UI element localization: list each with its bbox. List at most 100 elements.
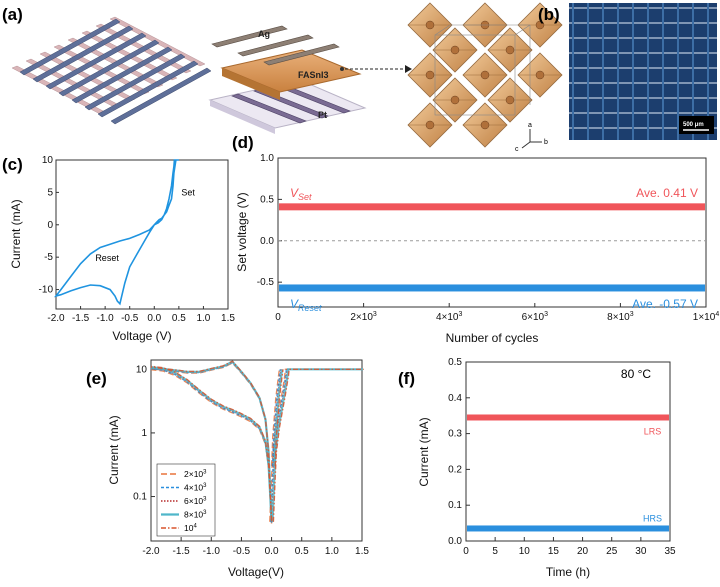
panel-label-c: (c) bbox=[2, 155, 23, 174]
chart-e-set-branch bbox=[270, 369, 281, 467]
chart-e-loop-positive bbox=[269, 368, 361, 522]
chart-e-legend-label: 104 bbox=[184, 523, 197, 533]
chart-f-xlabel: Time (h) bbox=[546, 565, 590, 579]
chart-d-xtick-label: 2×103 bbox=[350, 311, 377, 323]
chart-d-ytick-label: 1.0 bbox=[260, 153, 274, 164]
chart-c-xtick-label: -2.0 bbox=[47, 313, 65, 324]
chart-c-iv-curve: -2.0 -1.5 -1.0 -0.5 0.0 0.5 1.0 1.5 10 5 0 -5 -10 Se… bbox=[9, 155, 235, 343]
ag-electrode bbox=[237, 34, 314, 57]
chart-e-xtick-label: -1.5 bbox=[173, 546, 191, 557]
sn-atom bbox=[450, 95, 460, 105]
chart-c-ytick-label: -5 bbox=[44, 252, 53, 263]
svg-text:c: c bbox=[515, 146, 519, 153]
chart-e-xtick-label: 1.5 bbox=[355, 546, 369, 557]
chart-e-set-branch bbox=[273, 369, 284, 467]
chart-d-vreset-label: VReset bbox=[290, 297, 322, 313]
chart-f-xtick-label: 10 bbox=[519, 546, 531, 557]
chart-c-xtick-label: -1.0 bbox=[97, 313, 115, 324]
chart-f-ytick-label: 0.5 bbox=[448, 357, 462, 368]
chart-f-ytick-label: 0.0 bbox=[448, 536, 462, 547]
ag-electrode bbox=[263, 43, 340, 66]
device-stack-illustration: Ag FASnI3 Pt bbox=[208, 25, 412, 134]
sn-atom bbox=[535, 20, 545, 30]
chart-e-xtick-label: -0.5 bbox=[233, 546, 251, 557]
top-electrode bbox=[71, 46, 173, 104]
chart-e-legend-label: 2×103 bbox=[184, 469, 207, 479]
sn-atom bbox=[450, 45, 460, 55]
chart-f-lrs-label: LRS bbox=[644, 426, 662, 436]
chart-d-vset-average: Ave. 0.41 V bbox=[636, 186, 698, 200]
chart-c-ytick-label: 10 bbox=[42, 155, 54, 166]
chart-d-ytick-label: 0.0 bbox=[260, 236, 274, 247]
chart-e-neg-upper bbox=[150, 360, 273, 522]
chart-f-ytick-label: 0.4 bbox=[448, 393, 462, 404]
top-electrode bbox=[45, 32, 147, 90]
chart-d-vreset-average: Ave. -0.57 V bbox=[632, 297, 698, 311]
perovskite-crystal-structure: a b c bbox=[407, 2, 563, 153]
chart-e-ytick-label: 0.1 bbox=[133, 492, 147, 503]
chart-c-ylabel: Current (mA) bbox=[9, 199, 23, 268]
chart-c-xtick-label: 0.5 bbox=[172, 313, 186, 324]
chart-d-xtick-label: 6×103 bbox=[522, 311, 549, 323]
panel-label-d: (d) bbox=[232, 133, 254, 152]
chart-f-xtick-label: 30 bbox=[635, 546, 647, 557]
chart-f-ytick-label: 0.2 bbox=[448, 464, 462, 475]
crystal-axes-indicator: a b c bbox=[515, 122, 548, 153]
chart-f-xtick-label: 5 bbox=[492, 546, 498, 557]
chart-e-xtick-label: -2.0 bbox=[142, 546, 160, 557]
chart-f-xtick-label: 20 bbox=[577, 546, 589, 557]
chart-f-xtick-label: 15 bbox=[548, 546, 560, 557]
chart-c-reset-label: Reset bbox=[95, 253, 119, 263]
chart-f-ytick-label: 0.3 bbox=[448, 429, 462, 440]
sn-atom bbox=[535, 70, 545, 80]
chart-f-frame bbox=[465, 361, 671, 542]
sn-atom bbox=[480, 70, 490, 80]
sn-atom bbox=[425, 70, 435, 80]
chart-e-ytick-label: 1 bbox=[141, 428, 147, 439]
chart-e-xtick-label: 0.0 bbox=[265, 546, 279, 557]
chart-c-frame bbox=[55, 159, 229, 310]
chart-e-frame bbox=[150, 359, 363, 542]
chart-e-set-branch bbox=[271, 369, 281, 467]
top-electrode bbox=[32, 25, 134, 83]
top-electrode bbox=[19, 18, 121, 76]
chart-f-ylabel: Current (mA) bbox=[417, 417, 431, 486]
svg-text:a: a bbox=[528, 122, 532, 129]
chart-e-legend-box bbox=[156, 463, 216, 537]
chart-c-ytick-label: 0 bbox=[47, 220, 53, 231]
panel-label-e: (e) bbox=[86, 369, 107, 388]
chart-f-lrs-series bbox=[467, 414, 669, 421]
chart-e-curves bbox=[150, 360, 364, 524]
chart-c-set-label: Set bbox=[181, 188, 195, 198]
chart-f-retention: 0 5 10 15 20 25 30 35 0.5 0.4 0.3 0.2 0.1 0.0 LRS HRS… bbox=[417, 357, 676, 579]
chart-e-ytick-label: 10 bbox=[136, 364, 148, 375]
chart-e-neg-lower bbox=[150, 365, 273, 521]
top-electrode bbox=[97, 60, 199, 118]
chart-d-ytick-label: -0.5 bbox=[257, 277, 275, 288]
chart-d-xlabel: Number of cycles bbox=[446, 331, 539, 345]
chart-e-legend-label: 8×103 bbox=[184, 510, 207, 520]
chart-c-ytick-label: 5 bbox=[47, 187, 53, 198]
chart-f-temperature: 80 °C bbox=[621, 367, 651, 381]
chart-d-ylabel: Set voltage (V) bbox=[235, 192, 249, 271]
chart-c-iv-line bbox=[53, 159, 179, 306]
chart-c-xtick-label: 1.5 bbox=[221, 313, 235, 324]
chart-d-vreset-series bbox=[279, 284, 705, 292]
chart-f-hrs-series bbox=[467, 525, 669, 532]
chart-d-endurance: 0 2×103 4×103 6×103 8×103 1×1041.00.50.0-0.5 … bbox=[235, 153, 719, 345]
label-pt: Pt bbox=[318, 110, 327, 120]
top-electrode bbox=[110, 67, 212, 125]
panel-label-f: (f) bbox=[398, 369, 415, 388]
sn-atom bbox=[505, 45, 515, 55]
chart-c-xtick-label: 0.0 bbox=[147, 313, 161, 324]
sn-atom bbox=[480, 120, 490, 130]
chart-d-vset-label: VSet bbox=[290, 186, 312, 202]
top-electrode bbox=[58, 39, 160, 97]
sn-atom bbox=[425, 120, 435, 130]
ag-top-electrodes bbox=[211, 25, 340, 66]
sn-atom bbox=[425, 20, 435, 30]
chart-f-xtick-label: 0 bbox=[463, 546, 469, 557]
chart-c-xtick-label: 1.0 bbox=[196, 313, 210, 324]
chart-e-loop-positive bbox=[272, 368, 364, 522]
crossbar-top-electrodes bbox=[19, 18, 212, 125]
